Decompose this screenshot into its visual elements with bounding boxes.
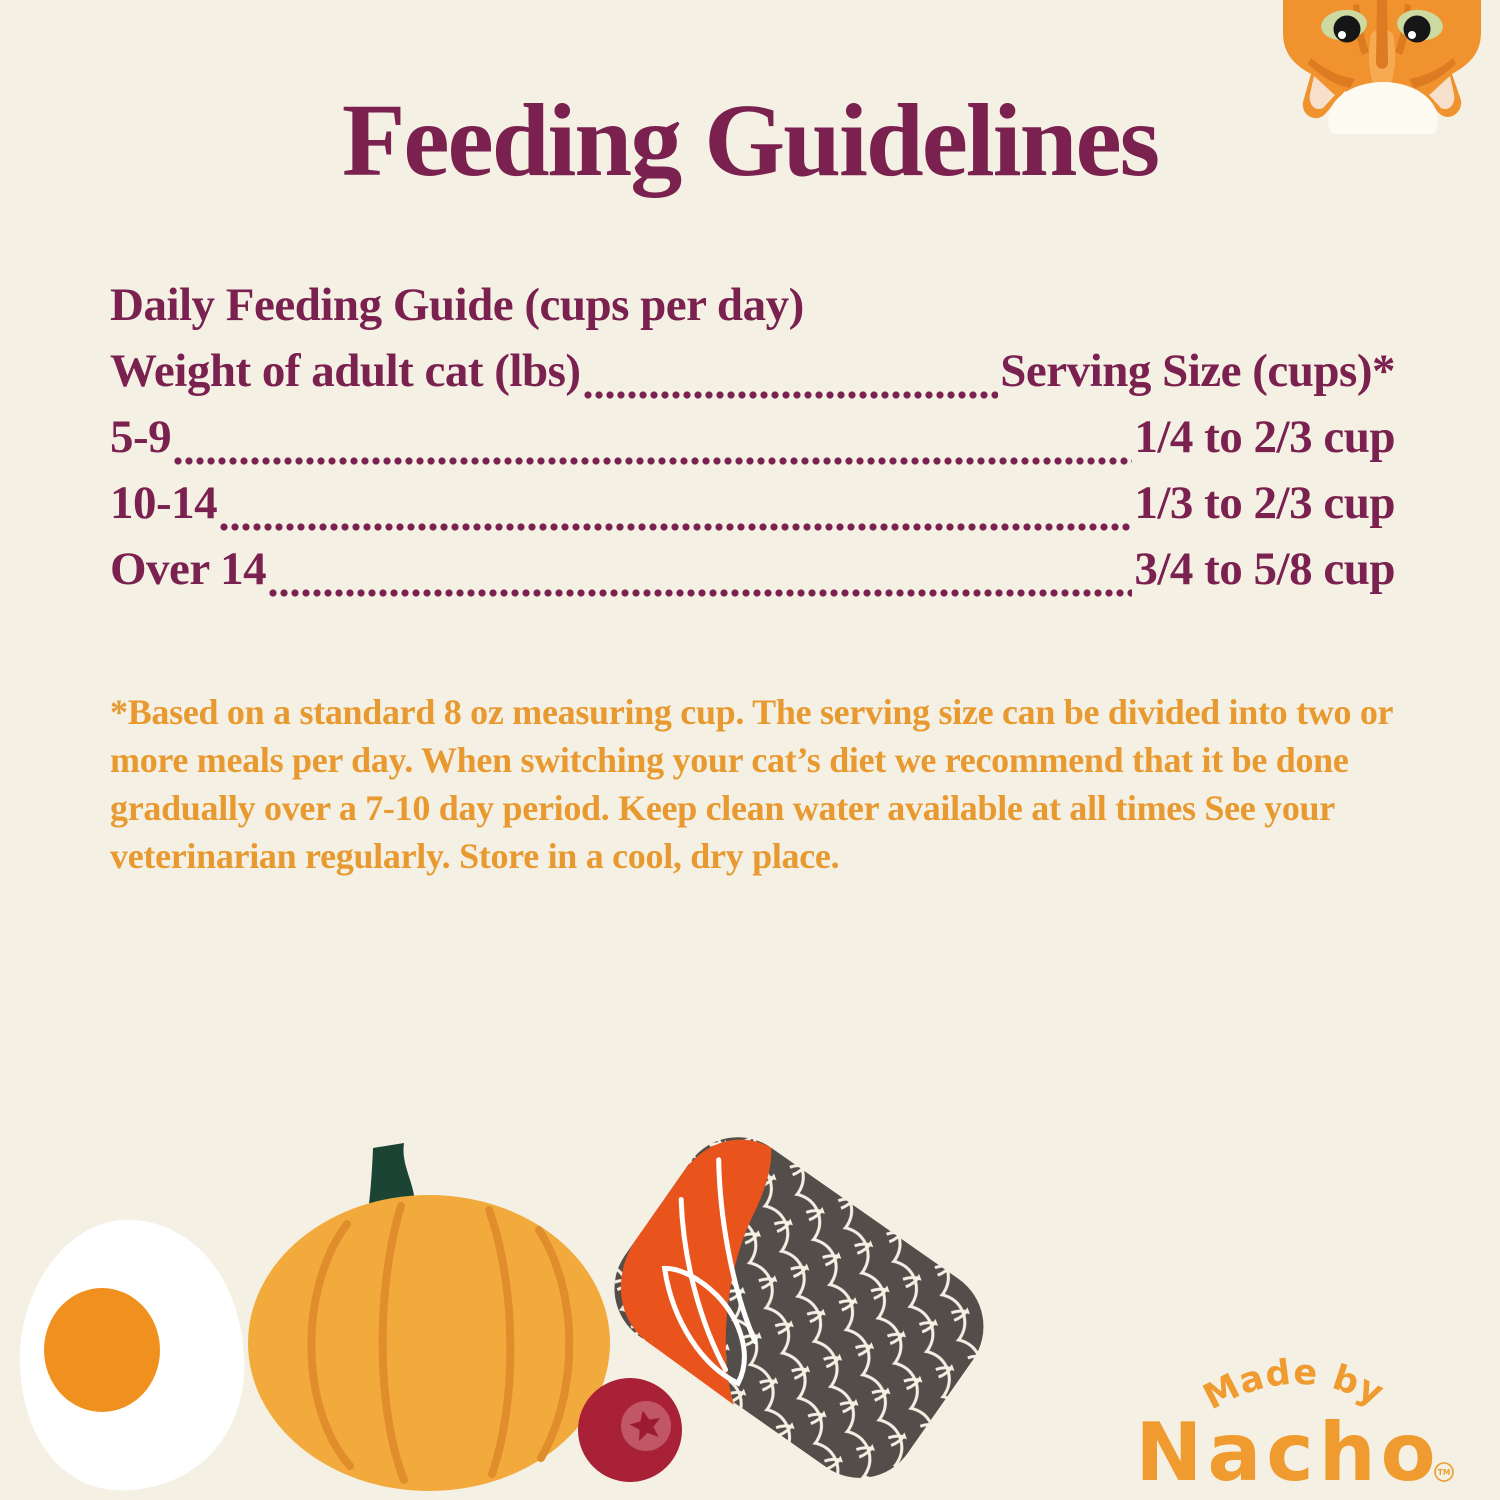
table-row: 10-14 1/3 to 2/3 cup	[110, 476, 1395, 542]
weight-range: 10-14	[110, 477, 218, 529]
cat-pupil-right	[1403, 15, 1431, 43]
pumpkin-ridge	[485, 1206, 515, 1478]
serving-size: 1/4 to 2/3 cup	[1134, 411, 1395, 463]
column-header-serving: Serving Size (cups)*	[1000, 345, 1395, 397]
cranberry-blossom-star	[629, 1410, 661, 1442]
cat-pupil-left	[1333, 15, 1361, 43]
table-header-row: Weight of adult cat (lbs) Serving Size (…	[110, 344, 1395, 410]
pumpkin-icon	[248, 1143, 610, 1491]
egg-yolk	[44, 1288, 160, 1412]
footnote-text: *Based on a standard 8 oz measuring cup.…	[110, 692, 1393, 876]
serving-size: 3/4 to 5/8 cup	[1134, 543, 1395, 595]
salmon-flesh	[620, 1139, 772, 1405]
pumpkin-ridge	[378, 1202, 408, 1484]
feeding-guide-table: Daily Feeding Guide (cups per day) Weigh…	[110, 278, 1395, 608]
salmon-fillet-icon	[614, 1137, 984, 1478]
page-title: Feeding Guidelines	[341, 83, 1160, 198]
dot-leader	[173, 454, 1133, 467]
cat-face-icon	[1283, 0, 1481, 134]
cat-eye-highlight-right	[1408, 31, 1416, 39]
pumpkin-ridge	[307, 1220, 354, 1470]
cat-white-crown	[1328, 82, 1438, 134]
made-by-nacho-logo: Made by Nacho TM	[1135, 1356, 1454, 1496]
cat-inner-ear-right	[1429, 76, 1455, 110]
dot-leader	[219, 520, 1133, 533]
trademark-tm: TM	[1438, 1468, 1451, 1477]
salmon-flesh-line	[678, 1196, 729, 1373]
serving-size: 1/3 to 2/3 cup	[1134, 477, 1395, 529]
pumpkin-body	[248, 1195, 610, 1491]
fried-egg-icon	[19, 1219, 245, 1491]
table-heading: Daily Feeding Guide (cups per day)	[110, 279, 804, 331]
dot-leader	[268, 586, 1133, 599]
weight-range: Over 14	[110, 543, 267, 595]
salmon-flesh-lobe	[661, 1265, 747, 1387]
cat-eye-highlight-left	[1338, 31, 1346, 39]
cat-cheek-right	[1409, 58, 1456, 88]
table-heading-row: Daily Feeding Guide (cups per day)	[110, 278, 1395, 344]
cranberry-icon	[578, 1378, 682, 1482]
cat-cheek-left	[1308, 58, 1355, 88]
table-row: 5-9 1/4 to 2/3 cup	[110, 410, 1395, 476]
cat-stripe-center	[1376, 0, 1388, 69]
logo-brand: Nacho	[1135, 1406, 1440, 1496]
pumpkin-ridge	[535, 1226, 574, 1462]
trademark-circle	[1434, 1462, 1454, 1482]
table-row: Over 14 3/4 to 5/8 cup	[110, 542, 1395, 608]
column-header-weight: Weight of adult cat (lbs)	[110, 345, 581, 397]
weight-range: 5-9	[110, 411, 172, 463]
dot-leader	[582, 388, 999, 401]
cat-inner-ear-left	[1309, 76, 1335, 110]
salmon-flesh-line	[716, 1157, 758, 1345]
